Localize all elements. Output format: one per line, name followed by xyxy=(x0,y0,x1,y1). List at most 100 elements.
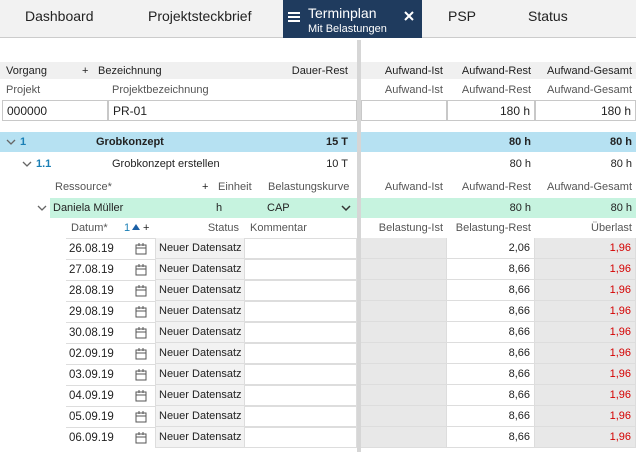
task-effort: 80 h xyxy=(610,158,632,170)
comment-cell[interactable] xyxy=(245,280,357,301)
load-rest-cell[interactable]: 8,66 xyxy=(447,280,535,301)
calendar-icon[interactable] xyxy=(135,263,155,276)
calendar-icon[interactable] xyxy=(135,410,155,423)
status-cell: Neuer Datensatz xyxy=(155,280,245,301)
date-cell[interactable]: 26.08.19 xyxy=(69,242,114,255)
date-cell[interactable]: 04.09.19 xyxy=(69,389,114,402)
status-cell: Neuer Datensatz xyxy=(155,301,245,322)
input[interactable]: PR-01 xyxy=(108,100,357,121)
calendar-icon[interactable] xyxy=(135,305,155,318)
load-rest-cell[interactable]: 8,66 xyxy=(447,385,535,406)
date-cell[interactable]: 28.08.19 xyxy=(69,284,114,297)
calendar-icon[interactable] xyxy=(135,431,155,444)
task-name: Grobkonzept erstellen xyxy=(112,158,220,170)
load-ist-cell xyxy=(361,301,447,322)
header: Datum* xyxy=(71,222,108,234)
comment-cell[interactable] xyxy=(245,238,357,259)
calendar-icon[interactable] xyxy=(135,368,155,381)
resource-effort: 80 h xyxy=(610,202,632,214)
comment-cell[interactable] xyxy=(245,301,357,322)
tab-label: Terminplan xyxy=(308,5,377,21)
header: Aufwand-Rest xyxy=(461,181,531,193)
input[interactable]: 000000 xyxy=(2,100,108,121)
header: Aufwand-Ist xyxy=(384,64,443,77)
header: Bezeichnung xyxy=(98,64,162,77)
input[interactable] xyxy=(361,100,447,121)
resource-unit: h xyxy=(216,202,223,214)
tab[interactable]: PSP xyxy=(448,8,477,24)
task-row xyxy=(361,132,636,152)
label: Aufwand-Ist xyxy=(384,84,443,96)
comment-cell[interactable] xyxy=(245,385,357,406)
tab-active[interactable] xyxy=(283,0,422,38)
resource-row xyxy=(50,198,357,218)
add-button[interactable]: + xyxy=(143,222,150,234)
calendar-icon[interactable] xyxy=(135,284,155,297)
expand-toggle[interactable] xyxy=(37,203,47,213)
status-cell: Neuer Datensatz xyxy=(155,259,245,280)
status-cell: Neuer Datensatz xyxy=(155,343,245,364)
calendar-icon[interactable] xyxy=(135,326,155,339)
overload-cell: 1,96 xyxy=(535,406,636,427)
load-rest-cell[interactable]: 8,66 xyxy=(447,322,535,343)
task-nr: 1 xyxy=(20,136,27,148)
load-rest-cell[interactable]: 8,66 xyxy=(447,364,535,385)
resource-row xyxy=(361,198,636,218)
load-rest-cell[interactable]: 8,66 xyxy=(447,301,535,322)
dropdown-icon[interactable] xyxy=(341,203,351,213)
expand-toggle[interactable] xyxy=(22,159,32,169)
load-ist-cell xyxy=(361,343,447,364)
calendar-icon[interactable] xyxy=(135,389,155,402)
tab[interactable]: Projektsteckbrief xyxy=(148,8,252,24)
menu-icon xyxy=(287,10,301,24)
load-rest-cell[interactable]: 2,06 xyxy=(447,238,535,259)
load-rest-cell[interactable]: 8,66 xyxy=(447,343,535,364)
date-cell[interactable]: 02.09.19 xyxy=(69,347,114,360)
overload-cell: 1,96 xyxy=(535,238,636,259)
load-rest-cell[interactable]: 8,66 xyxy=(447,406,535,427)
comment-cell[interactable] xyxy=(245,427,357,448)
comment-cell[interactable] xyxy=(245,322,357,343)
comment-cell[interactable] xyxy=(245,364,357,385)
comment-cell[interactable] xyxy=(245,406,357,427)
load-ist-cell xyxy=(361,238,447,259)
expand-toggle[interactable] xyxy=(6,137,16,147)
status-cell: Neuer Datensatz xyxy=(155,406,245,427)
add-button[interactable]: + xyxy=(202,181,209,193)
input[interactable]: 180 h xyxy=(535,100,636,121)
resource-effort: 80 h xyxy=(509,202,531,214)
close-icon[interactable] xyxy=(402,9,416,23)
status-cell: Neuer Datensatz xyxy=(155,385,245,406)
header: Kommentar xyxy=(250,222,307,234)
date-cell[interactable]: 03.09.19 xyxy=(69,368,114,381)
task-effort: 80 h xyxy=(508,136,531,148)
tab[interactable]: Dashboard xyxy=(25,8,94,24)
comment-cell[interactable] xyxy=(245,343,357,364)
resource-curve[interactable]: CAP xyxy=(267,202,290,214)
sort-icon xyxy=(131,222,141,232)
load-rest-cell[interactable]: 8,66 xyxy=(447,427,535,448)
label: Aufwand-Gesamt xyxy=(547,84,632,96)
overload-cell: 1,96 xyxy=(535,364,636,385)
status-cell: Neuer Datensatz xyxy=(155,322,245,343)
date-cell[interactable]: 05.09.19 xyxy=(69,410,114,423)
status-cell: Neuer Datensatz xyxy=(155,427,245,448)
resource-name: Daniela Müller xyxy=(53,202,124,214)
task-nr: 1.1 xyxy=(36,158,52,170)
date-cell[interactable]: 06.09.19 xyxy=(69,431,114,444)
date-cell[interactable]: 30.08.19 xyxy=(69,326,114,339)
label: Aufwand-Rest xyxy=(461,84,531,96)
load-ist-cell xyxy=(361,385,447,406)
comment-cell[interactable] xyxy=(245,259,357,280)
calendar-icon[interactable] xyxy=(135,347,155,360)
calendar-icon[interactable] xyxy=(135,242,155,255)
sort-button[interactable]: 1 xyxy=(124,222,131,234)
date-cell[interactable]: 27.08.19 xyxy=(69,263,114,276)
header: Überlast xyxy=(591,222,632,234)
load-rest-cell[interactable]: 8,66 xyxy=(447,259,535,280)
input[interactable]: 180 h xyxy=(447,100,535,121)
header: Aufwand-Gesamt xyxy=(547,181,632,193)
date-cell[interactable]: 29.08.19 xyxy=(69,305,114,318)
add-button[interactable]: + xyxy=(82,64,89,77)
tab[interactable]: Status xyxy=(528,8,568,24)
